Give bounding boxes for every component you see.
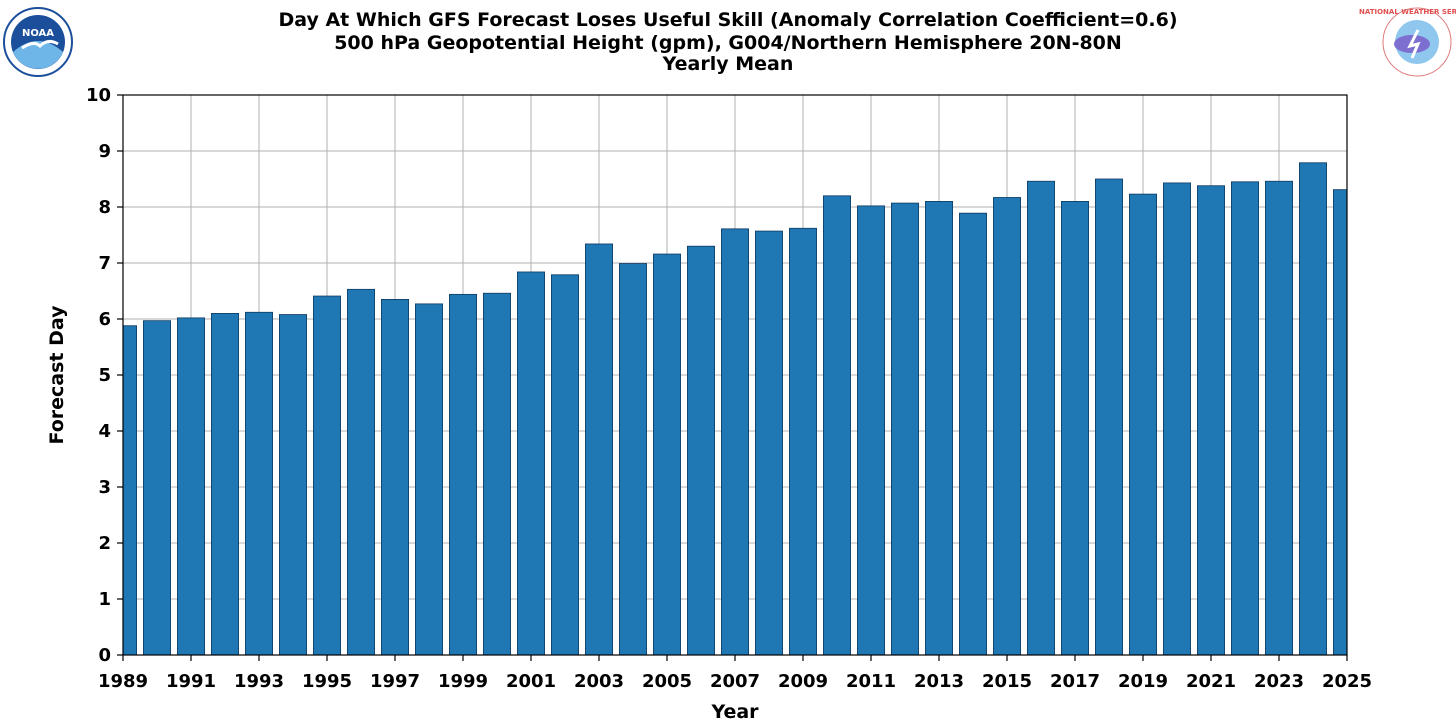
bar-2017 [1061, 200, 1090, 655]
bar-1993 [244, 311, 273, 655]
x-tick-label: 2021 [1186, 671, 1236, 692]
bar-2023 [1265, 180, 1294, 655]
x-tick-label: 1997 [370, 671, 420, 692]
x-tick-label: 1993 [234, 671, 284, 692]
bar-2024 [1299, 162, 1328, 655]
y-axis-label: Forecast Day [46, 305, 68, 445]
bar-2003 [585, 243, 614, 655]
bar-1994 [278, 314, 307, 655]
y-tick-label: 5 [98, 365, 111, 386]
nws-logo-text: NATIONAL WEATHER SERVICE [1359, 8, 1456, 16]
x-tick-label: 2019 [1118, 671, 1168, 692]
x-tick-label: 2001 [506, 671, 556, 692]
x-tick-label: 2005 [642, 671, 692, 692]
chart-title-line-3: Yearly Mean [662, 53, 794, 75]
bar-2014 [959, 212, 988, 655]
chart-title-line-2: 500 hPa Geopotential Height (gpm), G004/… [334, 32, 1122, 54]
chart-title-line-1: Day At Which GFS Forecast Loses Useful S… [278, 9, 1178, 31]
bar-1998 [414, 303, 443, 655]
bar-2020 [1163, 182, 1192, 655]
bar-2008 [755, 230, 784, 655]
y-tick-label: 8 [98, 197, 111, 218]
bar-2001 [517, 271, 546, 655]
noaa-logo: NOAA [3, 7, 73, 77]
x-tick-label: 1995 [302, 671, 352, 692]
y-tick-label: 2 [98, 533, 111, 554]
bar-2009 [789, 227, 818, 655]
x-axis-label: Year [710, 701, 759, 723]
x-tick-label: 1999 [438, 671, 488, 692]
x-tick-label: 2011 [846, 671, 896, 692]
y-tick-label: 4 [98, 421, 111, 442]
x-tick-label: 2007 [710, 671, 760, 692]
bar-2005 [653, 253, 682, 655]
y-tick-label: 7 [98, 253, 111, 274]
x-tick-label: 2003 [574, 671, 624, 692]
plot-area: 0 1 2 3 4 5 6 7 8 9 10 1989 1991 1993 1995 1997 1999 2001… [46, 85, 1372, 723]
y-tick-label: 6 [98, 309, 111, 330]
bar-2000 [482, 292, 511, 655]
bar-2007 [721, 228, 750, 655]
bar-2016 [1027, 180, 1056, 655]
x-tick-label: 2023 [1254, 671, 1304, 692]
bar-1992 [210, 312, 239, 655]
x-tick-label: 2015 [982, 671, 1032, 692]
x-tick-label: 2017 [1050, 671, 1100, 692]
bar-1997 [380, 298, 409, 655]
noaa-logo-text: NOAA [22, 28, 54, 39]
bar-2018 [1095, 178, 1124, 655]
bar-2015 [993, 197, 1022, 655]
bar-2025 [1333, 189, 1347, 655]
x-tick-label: 1991 [166, 671, 216, 692]
bar-2019 [1129, 193, 1158, 655]
x-tick-label: 1989 [98, 671, 148, 692]
y-tick-label: 3 [98, 477, 111, 498]
bar-1996 [346, 288, 375, 655]
y-tick-label: 10 [86, 85, 111, 106]
bar-2002 [551, 274, 580, 655]
national-weather-service-logo: NATIONAL WEATHER SERVICE [1359, 7, 1456, 77]
bar-1990 [142, 320, 171, 655]
y-tick-label: 9 [98, 141, 111, 162]
bars-group [123, 162, 1347, 655]
bar-1999 [448, 293, 477, 655]
y-tick-label: 1 [98, 589, 111, 610]
x-tick-label: 2009 [778, 671, 828, 692]
bar-2011 [857, 205, 886, 655]
bar-2013 [925, 200, 954, 655]
bar-1991 [176, 317, 205, 655]
bar-2010 [823, 195, 852, 655]
bar-2006 [687, 245, 716, 655]
bar-2012 [891, 202, 920, 655]
bar-1995 [312, 295, 341, 655]
y-tick-label: 0 [98, 645, 111, 666]
bar-2021 [1197, 185, 1226, 655]
bar-2022 [1231, 181, 1260, 655]
x-tick-label: 2025 [1322, 671, 1372, 692]
x-tick-label: 2013 [914, 671, 964, 692]
bar-2004 [619, 263, 648, 655]
